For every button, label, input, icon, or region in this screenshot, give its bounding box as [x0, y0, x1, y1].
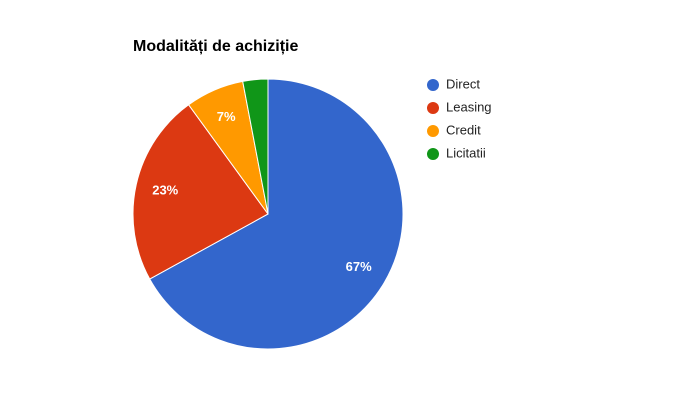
- chart-title: Modalități de achiziție: [133, 38, 298, 55]
- legend-label: Direct: [446, 76, 480, 91]
- legend-label: Leasing: [446, 99, 492, 114]
- pie-slice: [132, 104, 269, 280]
- legend-label: Credit: [446, 122, 481, 137]
- legend-marker: [427, 102, 439, 114]
- pie-slice: [242, 78, 269, 215]
- slice-label: 67%: [346, 259, 372, 274]
- legend-marker: [427, 125, 439, 137]
- pie-slice: [149, 78, 404, 350]
- slice-label: 7%: [217, 109, 236, 124]
- slice-label: 23%: [152, 182, 178, 197]
- legend-marker: [427, 148, 439, 160]
- legend-marker: [427, 79, 439, 91]
- legend-label: Licitatii: [446, 145, 486, 160]
